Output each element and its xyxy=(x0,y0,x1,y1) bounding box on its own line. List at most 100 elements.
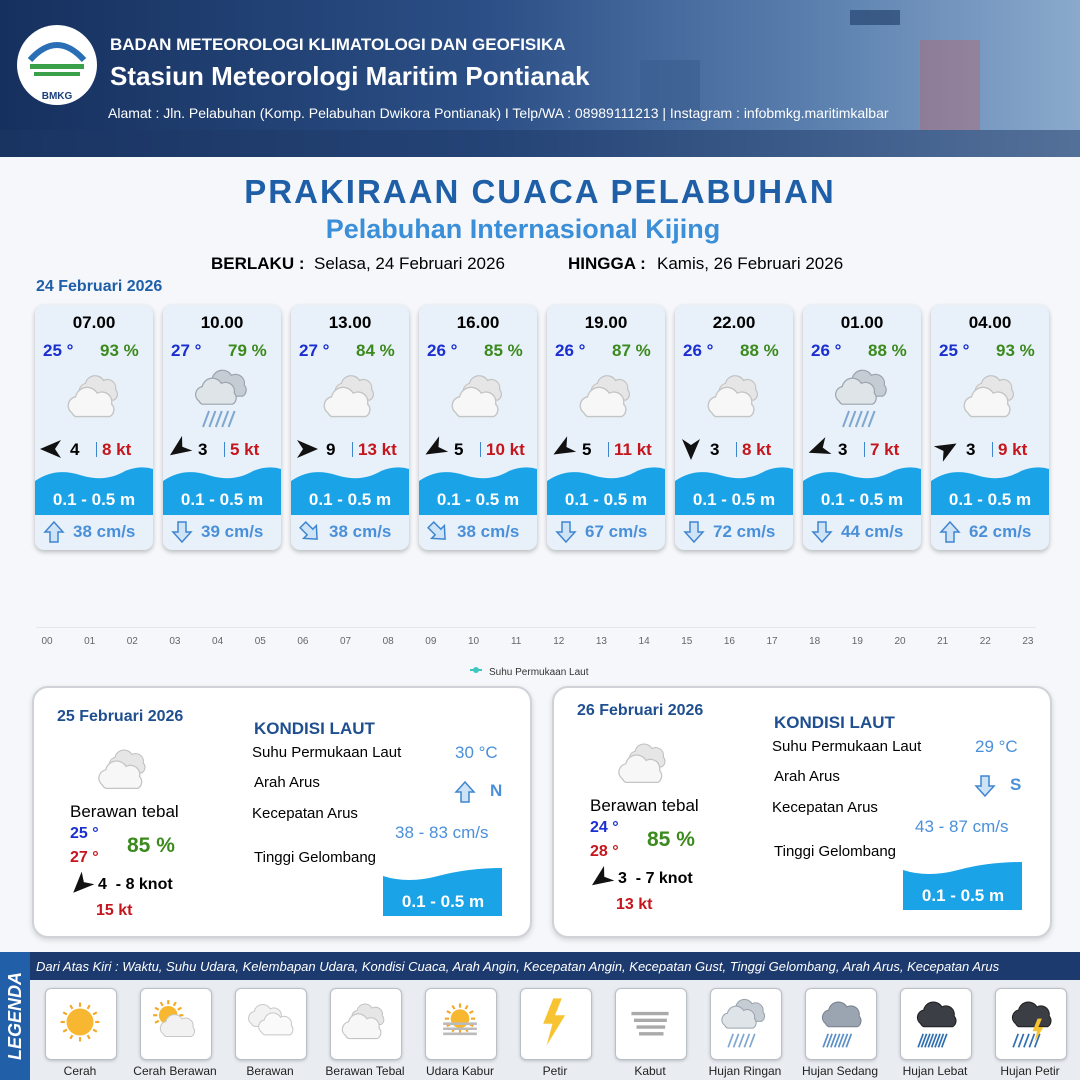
title: PRAKIRAAN CUACA PELABUHAN xyxy=(244,173,836,210)
rain xyxy=(1033,1033,1041,1048)
wind-speed: 3 xyxy=(710,440,720,459)
x-tick-label: 05 xyxy=(254,636,266,647)
separator xyxy=(352,442,353,457)
rain xyxy=(227,410,236,428)
icon xyxy=(916,1001,957,1048)
time: 10.00 xyxy=(200,313,244,332)
org: BADAN METEOROLOGI KLIMATOLOGI DAN GEOFIS… xyxy=(110,35,566,54)
cloud xyxy=(159,1014,196,1038)
wave-shape xyxy=(291,467,409,515)
current-speed: 38 cm/s xyxy=(329,522,392,541)
cloud xyxy=(1011,1001,1052,1028)
wave-height: 0.1 - 0.5 m xyxy=(564,490,648,509)
cloud-shape xyxy=(821,1001,862,1028)
wave-shape xyxy=(803,467,921,515)
temperature: 26 ° xyxy=(427,341,458,360)
label: Suhu Permukaan Laut xyxy=(252,744,402,761)
separator xyxy=(224,442,225,457)
wave xyxy=(547,467,665,515)
panel-date: 26 Februari 2026 xyxy=(577,702,704,719)
rain xyxy=(822,1033,829,1048)
humidity: 93 % xyxy=(996,341,1035,360)
x-tick-label: 19 xyxy=(851,636,863,647)
date: Kamis, 26 Februari 2026 xyxy=(657,254,844,273)
rain xyxy=(842,410,850,428)
wave-shape xyxy=(547,467,665,515)
icon xyxy=(707,375,758,418)
sun-ray xyxy=(69,1004,74,1010)
rain xyxy=(854,410,863,428)
wind-arrow-shape xyxy=(40,440,61,458)
cloud xyxy=(323,386,371,418)
time: 01.00 xyxy=(840,313,884,332)
temperature: 27 ° xyxy=(171,341,202,360)
sun-ray xyxy=(154,1019,160,1024)
separator xyxy=(96,442,97,457)
current-arrow xyxy=(427,521,446,540)
rain xyxy=(214,410,223,428)
temperature: 27 ° xyxy=(299,341,330,360)
rain xyxy=(940,1033,948,1048)
icon xyxy=(631,1011,669,1036)
forecast-card: 04.00 25 ° 93 % 3 9 kt 0.1 - 0.5 m 62 cm/s xyxy=(931,305,1049,550)
wind-speed: 3 xyxy=(838,440,848,459)
day-date: 24 Februari 2026 xyxy=(36,278,163,295)
rain xyxy=(837,1033,845,1048)
current-arrow xyxy=(683,521,705,544)
wave xyxy=(35,467,153,515)
rain xyxy=(1023,1033,1030,1048)
humidity: 85 % xyxy=(647,828,695,851)
wave-height: 0.1 - 0.5 m xyxy=(692,490,776,509)
sun-ray xyxy=(62,1011,68,1016)
x-tick-label: 08 xyxy=(382,636,394,647)
icon xyxy=(618,743,666,784)
icon-group xyxy=(721,998,766,1048)
label: Suhu Permukaan Laut xyxy=(772,738,922,755)
current-direction: N xyxy=(490,781,503,800)
cloud-shape xyxy=(916,1001,957,1028)
current-arrow-shape xyxy=(974,775,996,798)
icon-group xyxy=(963,375,1014,418)
rain xyxy=(830,1033,837,1048)
sun-ray xyxy=(92,1028,98,1033)
rain xyxy=(841,1033,849,1048)
gust: 15 kt xyxy=(96,902,133,919)
sun-ray xyxy=(451,1004,456,1010)
forecast-card: 01.00 26 ° 88 % 3 7 kt 0.1 - 0.5 m 44 cm/s xyxy=(803,305,921,550)
current-direction: S xyxy=(1010,775,1022,794)
rain xyxy=(826,1033,833,1048)
separator xyxy=(864,442,865,457)
temperature: 26 ° xyxy=(555,341,586,360)
sun-ray xyxy=(464,1004,469,1010)
icon xyxy=(543,998,566,1046)
sst: 29 °C xyxy=(975,737,1018,756)
wind-arrow xyxy=(808,437,832,455)
wave-shape xyxy=(35,467,153,515)
header-art xyxy=(0,10,1080,157)
humidity: 85 % xyxy=(484,341,523,360)
label: Arah Arus xyxy=(254,774,320,791)
wave xyxy=(419,467,537,515)
x-tick-label: 10 xyxy=(467,636,480,647)
time: 22.00 xyxy=(712,313,756,332)
cloud xyxy=(579,386,627,418)
wave xyxy=(383,868,502,916)
legend-label: Cerah Berawan xyxy=(133,1064,217,1078)
forecast-card: 07.00 25 ° 93 % 4 8 kt 0.1 - 0.5 m 38 cm/s xyxy=(35,305,153,550)
icon-group xyxy=(707,375,758,418)
legend-marker xyxy=(473,667,479,673)
separator xyxy=(992,442,993,457)
rain xyxy=(748,1033,756,1048)
rain xyxy=(934,1033,941,1048)
current-speed: 67 cm/s xyxy=(585,522,648,541)
cloud-shape xyxy=(579,386,627,418)
time: 04.00 xyxy=(968,313,1012,332)
sst: 30 °C xyxy=(455,743,498,762)
x-tick-label: 16 xyxy=(723,636,735,647)
temp-min: 25 ° xyxy=(70,825,99,842)
sun-ray xyxy=(177,1006,182,1011)
wind-speed: 5 xyxy=(582,440,592,459)
legend-title: LEGENDA xyxy=(5,971,25,1061)
rain xyxy=(727,1033,734,1048)
